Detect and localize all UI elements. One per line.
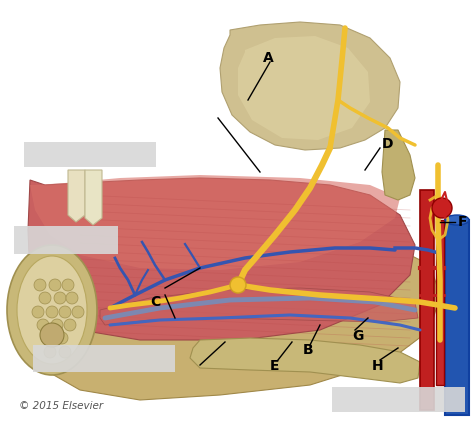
Circle shape — [54, 292, 66, 304]
Circle shape — [51, 319, 63, 331]
FancyBboxPatch shape — [420, 190, 434, 410]
Text: G: G — [352, 329, 364, 343]
Ellipse shape — [445, 215, 469, 225]
Circle shape — [44, 346, 56, 358]
Circle shape — [37, 319, 49, 331]
Text: C: C — [150, 295, 160, 309]
Circle shape — [59, 346, 71, 358]
Text: © 2015 Elsevier: © 2015 Elsevier — [19, 401, 103, 411]
Ellipse shape — [17, 256, 87, 364]
Text: E: E — [270, 359, 280, 373]
Polygon shape — [85, 170, 102, 225]
Circle shape — [432, 198, 452, 218]
Text: A: A — [263, 51, 273, 65]
Circle shape — [72, 306, 84, 318]
FancyBboxPatch shape — [445, 220, 469, 415]
Polygon shape — [190, 338, 420, 383]
Polygon shape — [68, 170, 85, 222]
FancyBboxPatch shape — [436, 220, 444, 385]
Circle shape — [49, 279, 61, 291]
Text: B: B — [303, 343, 313, 357]
Circle shape — [230, 277, 246, 293]
Polygon shape — [382, 130, 415, 200]
Text: D: D — [382, 137, 394, 151]
Circle shape — [59, 306, 71, 318]
Circle shape — [62, 279, 74, 291]
Ellipse shape — [7, 245, 97, 375]
Circle shape — [46, 306, 58, 318]
Circle shape — [39, 292, 51, 304]
Circle shape — [41, 332, 53, 344]
Polygon shape — [220, 22, 400, 150]
Circle shape — [66, 292, 78, 304]
Polygon shape — [30, 248, 440, 400]
Circle shape — [40, 323, 64, 347]
Text: F: F — [458, 215, 467, 229]
Polygon shape — [100, 288, 418, 325]
FancyBboxPatch shape — [332, 387, 465, 412]
FancyBboxPatch shape — [33, 345, 175, 372]
Circle shape — [34, 279, 46, 291]
Polygon shape — [30, 175, 400, 270]
Polygon shape — [238, 36, 370, 140]
Circle shape — [56, 332, 68, 344]
Circle shape — [32, 306, 44, 318]
FancyBboxPatch shape — [14, 226, 118, 254]
Text: H: H — [372, 359, 384, 373]
Circle shape — [64, 319, 76, 331]
Polygon shape — [28, 178, 415, 340]
FancyBboxPatch shape — [24, 142, 156, 167]
